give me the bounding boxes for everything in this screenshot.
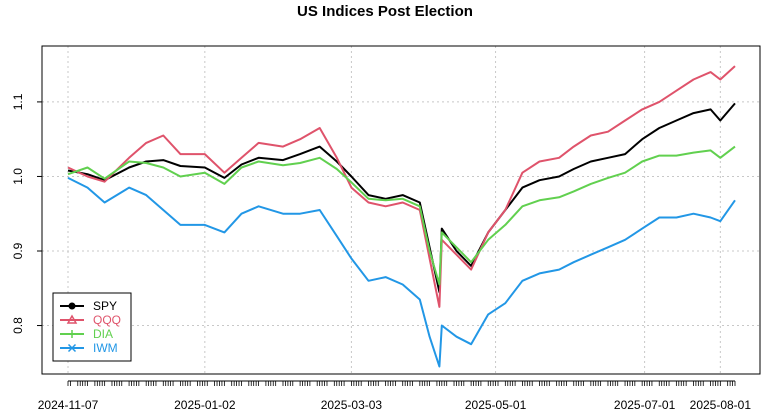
plot-frame [41,45,761,375]
series-line-qqq [67,65,736,308]
legend-marker [67,343,77,353]
y-tick-label: 1.1 [11,93,25,110]
legend-label-dia: DIA [93,327,113,341]
x-tick-label: 2025-01-02 [174,398,236,412]
series-line-dia [67,145,736,286]
legend-box [52,292,132,362]
series-line-iwm [67,177,736,368]
x-tick-label: 2024-11-07 [38,398,99,412]
legend-label-iwm: IWM [93,341,118,355]
y-tick-label: 1.0 [11,168,25,185]
x-tick-label: 2025-05-01 [465,398,527,412]
x-tick-label: 2025-07-01 [614,398,676,412]
y-tick-label: 0.8 [11,317,25,334]
grid-lines [42,46,760,374]
x-tick-label: 2025-08-01 [690,398,752,412]
x-axis: 2024-11-07 2025-01-02 2025-03-03 2025-05-01… [38,380,752,412]
legend-label-qqq: QQQ [93,313,121,327]
legend-marker [66,314,78,324]
series-layer [67,65,736,368]
series-line-spy [67,102,736,293]
legend-label-spy: SPY [93,299,117,313]
y-tick-label: 0.9 [11,242,25,259]
y-axis: 0.8 0.9 1.0 1.1 [11,93,42,334]
chart-title: US Indices Post Election [297,3,473,20]
legend-marker [68,302,76,310]
x-tick-label: 2025-03-03 [321,398,383,412]
